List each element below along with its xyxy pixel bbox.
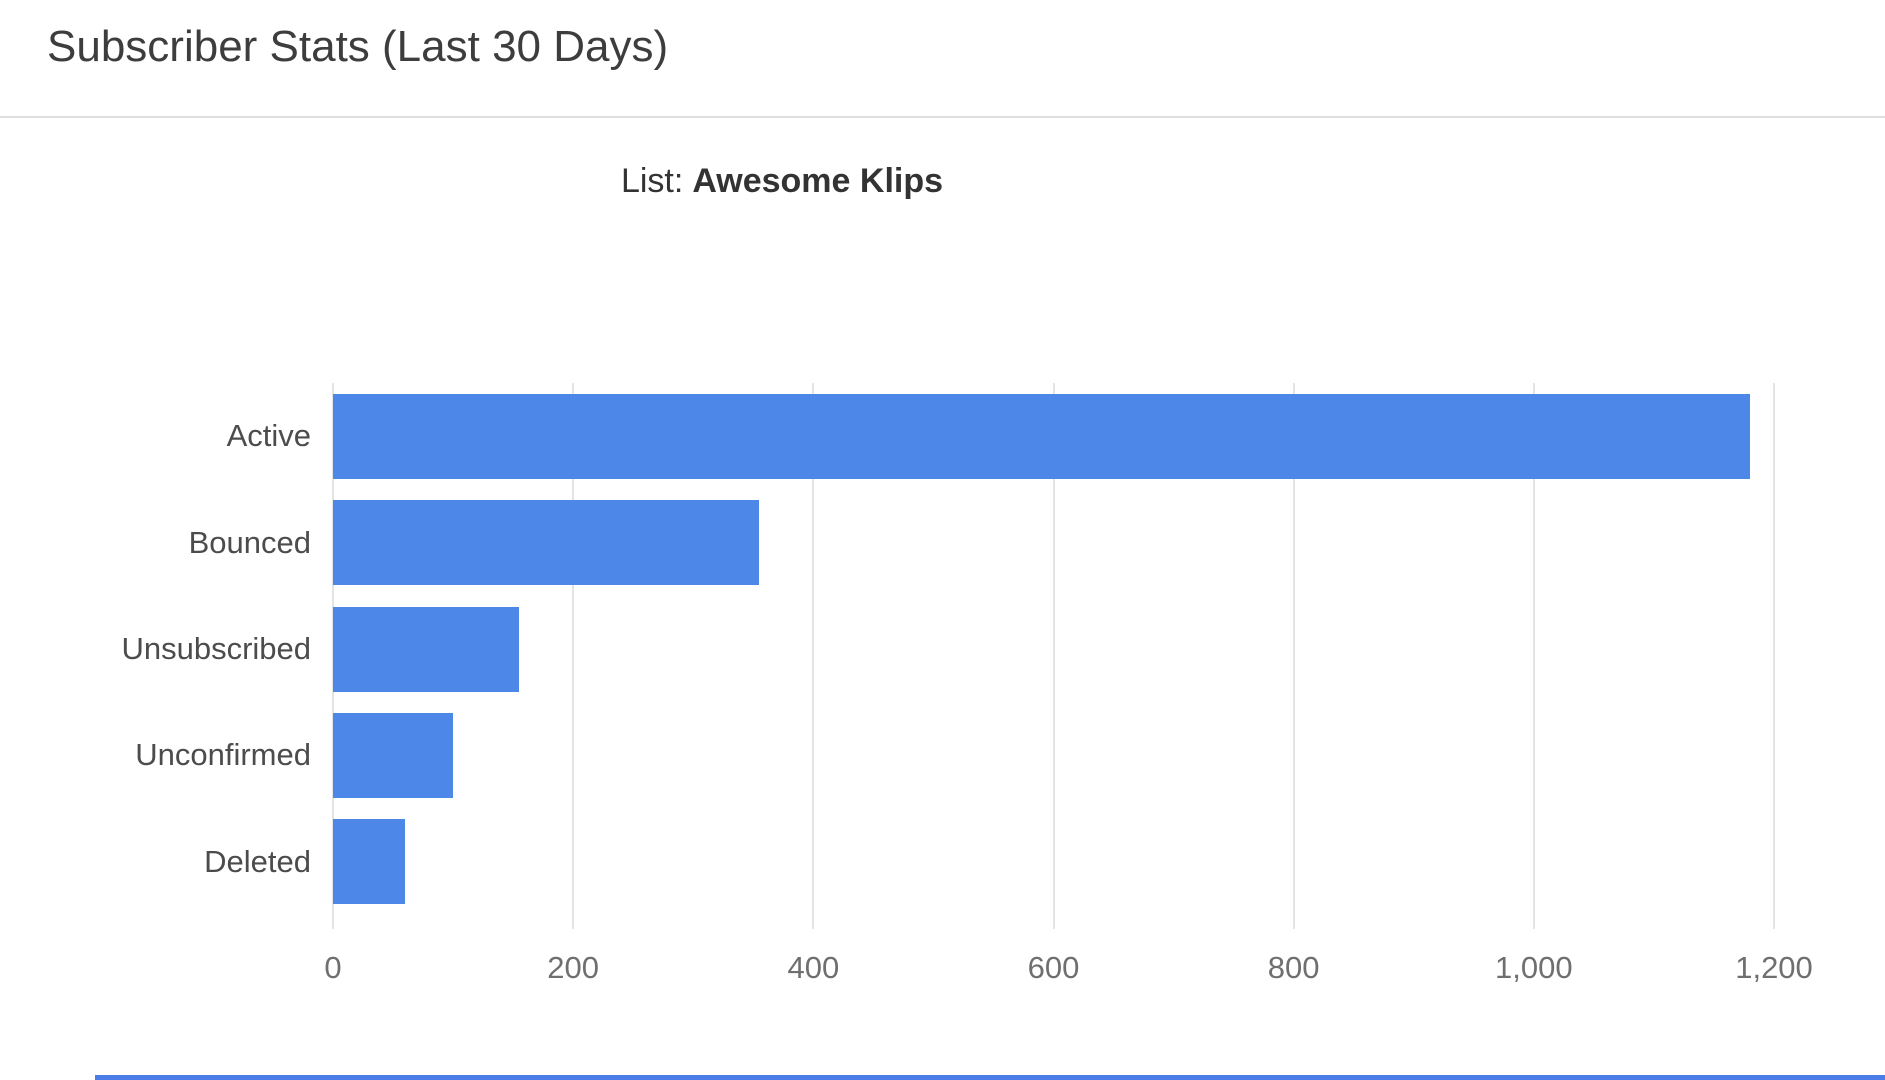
category-label-active: Active (226, 418, 311, 454)
header-divider (0, 116, 1885, 118)
bar-active (333, 393, 1750, 479)
chart-subtitle-prefix: List: (620, 162, 684, 200)
x-tick-label: 1,200 (1735, 950, 1813, 985)
plot-area (332, 383, 1775, 929)
gridline (1052, 383, 1055, 929)
bottom-accent-line (95, 1075, 1885, 1080)
gridline (1773, 383, 1775, 929)
gridline (812, 383, 815, 929)
bar-bounced (333, 500, 760, 586)
x-tick-label: 600 (1027, 950, 1080, 985)
x-tick-label: 1,000 (1495, 950, 1573, 985)
x-tick-label: 0 (324, 950, 342, 985)
category-label-unconfirmed: Unconfirmed (135, 737, 311, 773)
widget-title: Subscriber Stats (Last 30 Days) (47, 22, 669, 71)
gridline (572, 383, 575, 929)
gridline (1532, 383, 1535, 929)
bar-unconfirmed (333, 712, 454, 798)
chart-subtitle: List: Awesome Klips (0, 162, 1564, 201)
chart-subtitle-list-name: Awesome Klips (692, 162, 944, 200)
x-tick-label: 200 (547, 950, 600, 985)
category-label-unsubscribed: Unsubscribed (121, 631, 311, 666)
x-tick-label: 800 (1267, 950, 1320, 985)
x-tick-label: 400 (787, 950, 840, 985)
bar-deleted (333, 819, 406, 905)
gridline (1292, 383, 1295, 929)
category-label-deleted: Deleted (204, 843, 311, 879)
bar-unsubscribed (333, 606, 520, 692)
category-label-bounced: Bounced (188, 524, 311, 560)
